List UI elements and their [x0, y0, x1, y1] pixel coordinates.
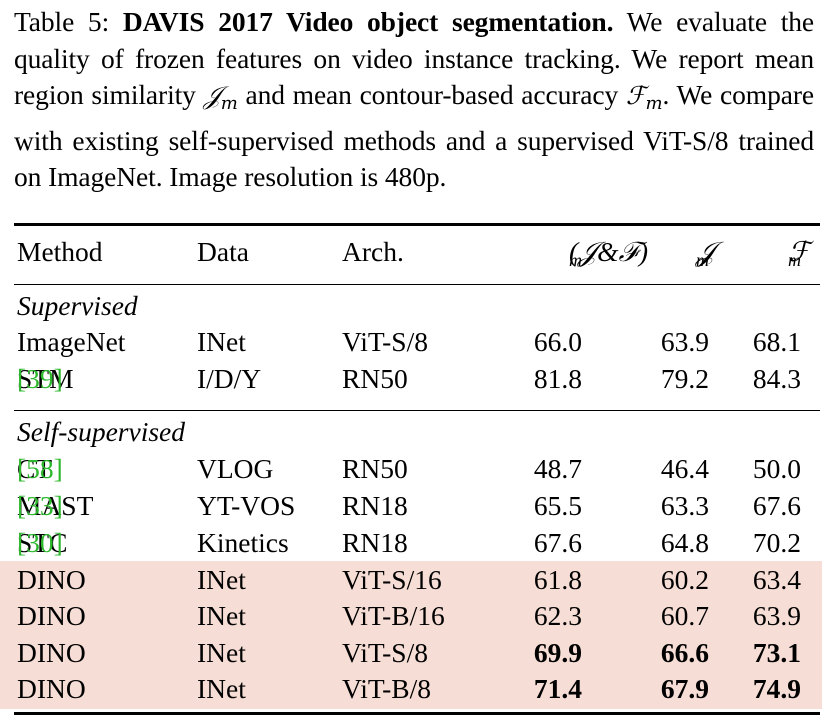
header-rule	[14, 284, 820, 286]
symbol-j: 𝒥m	[203, 81, 238, 115]
symbol-f: ℱm	[625, 81, 663, 115]
caption-text-2: and mean contour-based accuracy	[245, 79, 619, 111]
table-caption: Table 5: DAVIS 2017 Video object segment…	[14, 4, 814, 196]
header-data: Data	[197, 236, 249, 267]
header-jf: (𝒥&ℱ) m	[569, 236, 648, 270]
table-row: DINO INet ViT-S/8 69.9 66.6 73.1	[17, 637, 801, 668]
header-method: Method	[17, 236, 103, 267]
table-row: STM [39] I/D/Y RN50 81.8 79.2 84.3	[0, 361, 834, 397]
table-row: MAST [33] YT-VOS RN18 65.5 63.3 67.6	[0, 488, 834, 524]
caption-label: Table 5:	[14, 6, 110, 37]
citation-link[interactable]: [39]	[17, 363, 63, 394]
table-row: DINO INet ViT-B/16 62.3 60.7 63.9	[17, 600, 801, 631]
caption-text-1: We evaluate the quality of frozen featur…	[14, 6, 814, 111]
citation-link[interactable]: [33]	[17, 490, 63, 521]
caption-title: DAVIS 2017 Video object segmentation.	[122, 6, 614, 37]
table-row: ImageNet INet ViT-S/8 66.0 63.9 68.1	[17, 326, 801, 357]
section-title-supervised: Supervised	[17, 290, 138, 321]
table-row: CT [58] VLOG RN50 48.7 46.4 50.0	[0, 451, 834, 487]
table-row: STC [30] Kinetics RN18 67.6 64.8 70.2	[0, 525, 834, 561]
header-arch: Arch.	[342, 236, 404, 267]
dino-highlight	[0, 561, 822, 709]
table-row: DINO INet ViT-S/16 61.8 60.2 63.4	[17, 564, 801, 595]
caption-text-3: . We compare with existing self-supervis…	[14, 79, 814, 193]
table-bottom-rule	[14, 712, 820, 715]
table-row: DINO INet ViT-B/8 71.4 67.9 74.9	[17, 673, 801, 704]
section-title-self-supervised: Self-supervised	[17, 416, 186, 447]
citation-link[interactable]: [58]	[17, 453, 63, 484]
table-top-rule	[14, 223, 820, 226]
section-rule	[14, 410, 820, 412]
citation-link[interactable]: [30]	[17, 527, 63, 558]
